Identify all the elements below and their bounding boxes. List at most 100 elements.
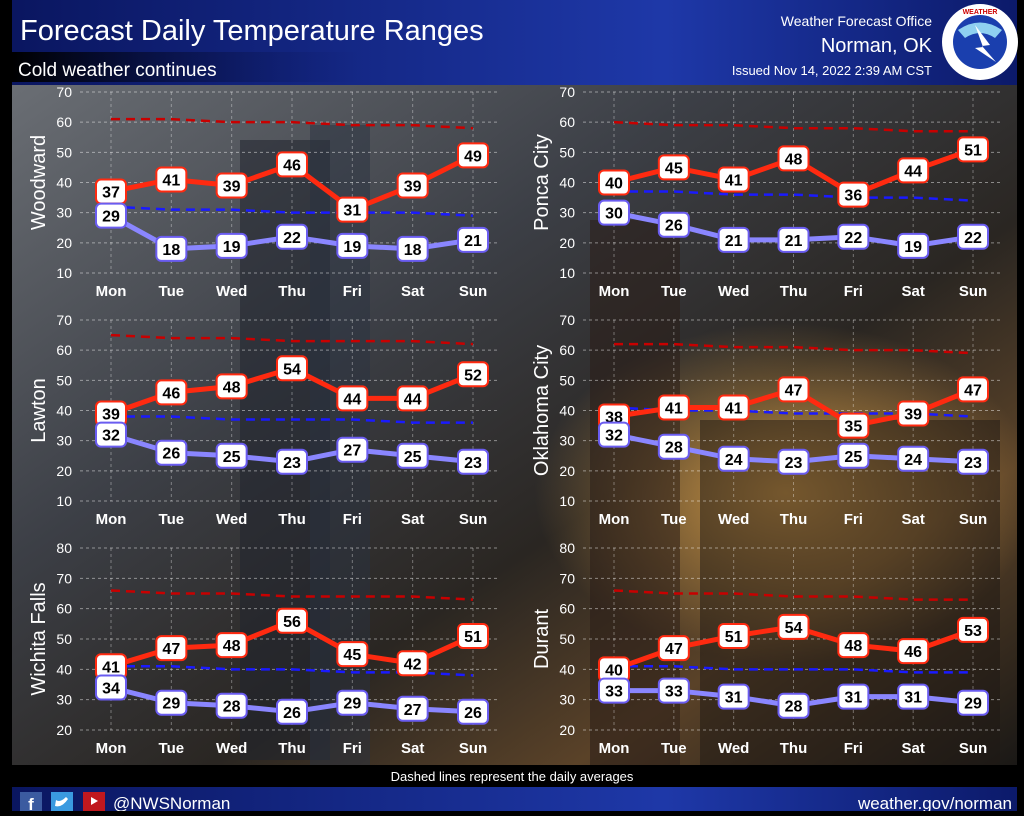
label-box — [957, 616, 989, 643]
label-value: 28 — [785, 699, 803, 716]
label-value: 33 — [605, 684, 623, 701]
y-tick-label: 30 — [56, 692, 72, 708]
label-box — [336, 385, 369, 412]
high-temp-label: 48 — [215, 632, 248, 659]
label-box — [657, 677, 690, 704]
x-tick-label: Sat — [901, 511, 924, 528]
label-box — [215, 232, 248, 259]
page-title: Forecast Daily Temperature Ranges — [20, 15, 484, 47]
high-temp-label: 48 — [215, 373, 248, 400]
high-temp-label: 54 — [777, 613, 810, 640]
label-value: 23 — [785, 455, 803, 472]
average-high-line — [110, 589, 474, 601]
label-box — [336, 196, 369, 223]
label-box — [276, 607, 308, 634]
low-temp-label: 30 — [598, 199, 630, 226]
label-value: 39 — [223, 179, 241, 196]
label-box — [457, 361, 489, 388]
low-temp-label: 21 — [457, 226, 489, 253]
label-value: 44 — [904, 163, 922, 180]
label-value: 36 — [844, 188, 862, 205]
label-box — [777, 145, 810, 172]
label-value: 32 — [605, 428, 623, 445]
y-tick-label: 70 — [56, 84, 72, 100]
label-value: 21 — [464, 233, 482, 250]
x-tick-label: Thu — [780, 740, 808, 757]
y-tick-label: 60 — [56, 114, 72, 130]
label-box — [957, 136, 989, 163]
y-tick-label: 40 — [559, 403, 575, 419]
label-box — [717, 683, 750, 710]
website-link[interactable]: weather.gov/norman — [857, 794, 1012, 813]
label-box — [336, 436, 369, 463]
label-box — [777, 448, 810, 475]
low-temp-label: 31 — [837, 683, 870, 710]
x-tick-label: Sun — [459, 740, 487, 757]
low-temp-label: 29 — [957, 689, 989, 716]
high-temp-label: 51 — [457, 622, 489, 649]
station-name: Durant — [531, 609, 553, 669]
label-value: 41 — [725, 172, 743, 189]
label-value: 34 — [102, 681, 120, 698]
youtube-icon[interactable] — [83, 792, 105, 811]
label-box — [957, 689, 989, 716]
label-box — [837, 412, 870, 439]
y-tick-label: 50 — [56, 631, 72, 647]
low-temp-label: 31 — [897, 683, 930, 710]
low-temp-label: 33 — [598, 677, 630, 704]
label-box — [598, 169, 630, 196]
label-value: 44 — [343, 391, 361, 408]
y-tick-label: 50 — [56, 144, 72, 160]
label-box — [657, 433, 690, 460]
y-tick-label: 40 — [56, 661, 72, 677]
label-value: 45 — [343, 647, 361, 664]
issued-time: Issued Nov 14, 2022 2:39 AM CST — [732, 63, 932, 78]
x-tick-label: Sat — [901, 283, 924, 300]
label-box — [457, 142, 489, 169]
facebook-icon[interactable]: f — [20, 792, 42, 814]
label-box — [717, 445, 750, 472]
label-value: 26 — [464, 705, 482, 722]
low-temp-label: 21 — [717, 226, 750, 253]
x-tick-label: Thu — [278, 511, 306, 528]
social-handle[interactable]: @NWSNorman — [113, 794, 230, 813]
chart-panel-durant: 20 30 40 50 60 70 80 Mon Tue Wed Thu Fri Sat Sun Duran… — [531, 540, 1002, 757]
chart-panel-lawton: 10 20 30 40 50 60 70 Mon Tue Wed Thu Fri Sat Sun Lawto… — [28, 312, 500, 528]
label-box — [957, 223, 989, 250]
label-value: 35 — [844, 419, 862, 436]
low-temp-label: 25 — [837, 442, 870, 469]
label-box — [215, 692, 248, 719]
y-tick-label: 20 — [56, 722, 72, 738]
label-box — [777, 692, 810, 719]
label-box — [897, 638, 930, 665]
label-box — [717, 394, 750, 421]
y-tick-label: 40 — [56, 175, 72, 191]
average-low-line — [111, 415, 473, 424]
label-value: 31 — [904, 690, 922, 707]
x-tick-label: Sat — [401, 511, 424, 528]
label-value: 49 — [464, 148, 482, 165]
x-tick-label: Mon — [96, 511, 127, 528]
label-value: 51 — [464, 629, 482, 646]
high-temp-label: 41 — [657, 394, 690, 421]
low-temp-label: 18 — [396, 235, 429, 262]
high-temp-label: 47 — [777, 376, 810, 403]
chart-panel-oklahoma-city: 10 20 30 40 50 60 70 Mon Tue Wed Thu Fri Sat Sun Oklah… — [531, 312, 1002, 528]
twitter-icon[interactable] — [51, 792, 73, 811]
y-tick-label: 30 — [559, 692, 575, 708]
low-temp-label: 27 — [396, 695, 429, 722]
high-temp-label: 36 — [837, 181, 870, 208]
label-box — [155, 635, 188, 662]
station-name: Wichita Falls — [28, 582, 50, 695]
label-value: 47 — [665, 641, 683, 658]
label-box — [95, 202, 127, 229]
station-name: Ponca City — [531, 134, 553, 231]
y-tick-label: 20 — [559, 722, 575, 738]
x-tick-label: Wed — [216, 511, 247, 528]
label-box — [777, 613, 810, 640]
label-box — [396, 695, 429, 722]
x-tick-label: Fri — [343, 740, 362, 757]
y-tick-label: 10 — [56, 493, 72, 509]
label-box — [777, 226, 810, 253]
y-tick-label: 20 — [56, 235, 72, 251]
